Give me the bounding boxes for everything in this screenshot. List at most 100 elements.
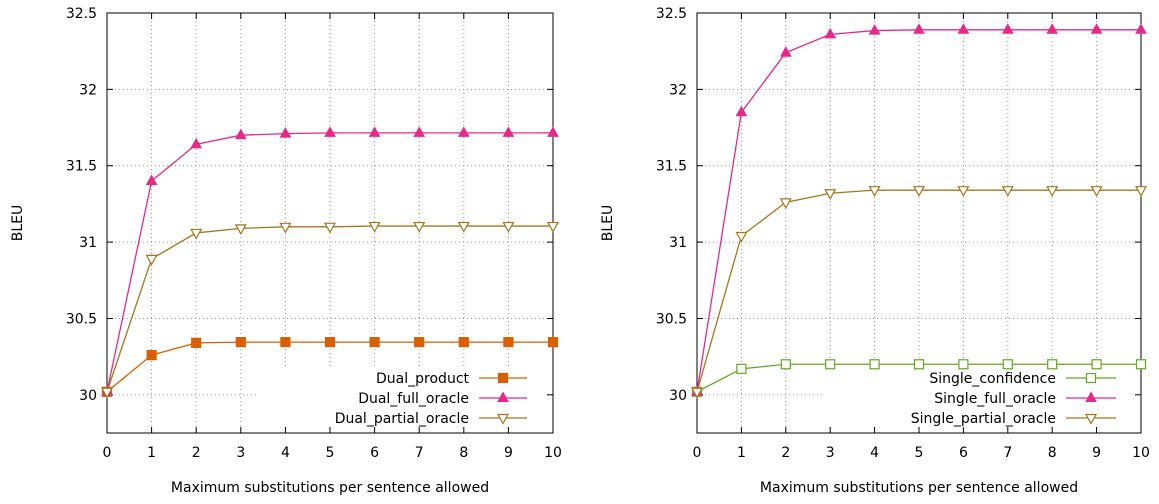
data-point bbox=[368, 221, 381, 233]
series-Single_partial_oracle bbox=[690, 186, 1148, 399]
y-tick-label: 30.5 bbox=[656, 311, 687, 327]
legend-label: Single_full_oracle bbox=[934, 391, 1056, 407]
y-tick-label: 31.5 bbox=[656, 159, 687, 175]
legend-label: Single_partial_oracle bbox=[911, 411, 1056, 427]
data-point bbox=[1135, 23, 1147, 34]
y-tick-label: 32 bbox=[669, 82, 687, 98]
legend-label: Dual_partial_oracle bbox=[335, 411, 469, 427]
data-point bbox=[100, 387, 114, 399]
data-point bbox=[913, 23, 925, 34]
x-axis-label: Maximum substitutions per sentence allow… bbox=[760, 480, 1078, 496]
x-tick-label: 0 bbox=[693, 445, 702, 461]
x-tick-label: 3 bbox=[826, 445, 835, 461]
y-tick-label: 30 bbox=[669, 388, 687, 404]
y-axis-label: BLEU bbox=[600, 205, 616, 242]
data-point bbox=[1047, 359, 1058, 370]
data-point bbox=[546, 221, 560, 233]
data-point bbox=[957, 186, 970, 197]
data-point bbox=[736, 363, 747, 374]
x-tick-label: 6 bbox=[370, 445, 379, 461]
data-point bbox=[868, 186, 881, 197]
data-point bbox=[145, 174, 158, 185]
data-point bbox=[1135, 359, 1147, 370]
plot-frame bbox=[696, 12, 1142, 434]
data-point bbox=[547, 126, 559, 137]
data-point bbox=[457, 221, 470, 233]
data-point bbox=[957, 23, 970, 34]
legend-marker bbox=[1084, 413, 1098, 425]
data-point bbox=[1091, 359, 1102, 370]
data-point bbox=[280, 337, 291, 348]
data-point bbox=[780, 359, 791, 370]
data-point bbox=[413, 221, 426, 233]
legend-label: Dual_product bbox=[376, 371, 469, 387]
data-point bbox=[324, 126, 336, 137]
data-point bbox=[869, 359, 880, 370]
data-point bbox=[824, 189, 837, 200]
y-axis-label: BLEU bbox=[10, 205, 26, 242]
y-tick-label: 30.5 bbox=[66, 311, 97, 327]
x-tick-label: 10 bbox=[1132, 445, 1150, 461]
x-tick-label: 1 bbox=[737, 445, 746, 461]
data-point bbox=[1001, 23, 1014, 34]
legend-marker bbox=[497, 372, 509, 384]
data-point bbox=[825, 359, 836, 370]
data-point bbox=[234, 128, 247, 140]
data-point bbox=[868, 24, 881, 35]
data-point bbox=[1001, 186, 1014, 197]
series-Dual_product bbox=[101, 337, 559, 397]
data-point bbox=[735, 231, 748, 243]
x-tick-label: 1 bbox=[147, 445, 156, 461]
data-point bbox=[324, 337, 336, 348]
data-point bbox=[1002, 359, 1013, 370]
data-point bbox=[779, 46, 792, 57]
data-point bbox=[958, 359, 969, 370]
x-axis-label: Maximum substitutions per sentence allow… bbox=[171, 480, 489, 496]
data-point bbox=[279, 222, 292, 234]
data-point bbox=[190, 137, 203, 149]
data-point bbox=[146, 350, 157, 361]
y-tick-label: 31 bbox=[79, 235, 97, 251]
grid-lines bbox=[107, 13, 553, 433]
y-tick-label: 31.5 bbox=[66, 159, 97, 175]
x-tick-label: 6 bbox=[959, 445, 968, 461]
data-point bbox=[368, 126, 381, 137]
series-line bbox=[106, 225, 553, 392]
data-point bbox=[824, 27, 837, 39]
legend-label: Single_confidence bbox=[929, 371, 1056, 387]
x-tick-label: 0 bbox=[103, 445, 112, 461]
data-point bbox=[547, 337, 559, 348]
x-tick-label: 7 bbox=[415, 445, 424, 461]
x-tick-label: 9 bbox=[1092, 445, 1101, 461]
data-point bbox=[145, 254, 158, 266]
data-point bbox=[369, 337, 380, 348]
x-tick-label: 3 bbox=[236, 445, 245, 461]
x-tick-label: 2 bbox=[781, 445, 790, 461]
data-point bbox=[503, 337, 514, 348]
legend-label: Dual_full_oracle bbox=[358, 391, 469, 407]
y-tick-label: 32.5 bbox=[66, 6, 97, 22]
series-Dual_full_oracle bbox=[101, 126, 559, 396]
data-point bbox=[234, 224, 247, 236]
data-point bbox=[457, 126, 470, 137]
data-point bbox=[912, 186, 926, 197]
y-tick-label: 32.5 bbox=[656, 6, 687, 22]
x-tick-label: 8 bbox=[459, 445, 468, 461]
data-point bbox=[458, 337, 469, 348]
chart-panel-2: 0 1 2 3 4 5 6 7 8 9 10 30 30.5 31 31.5 32 32.5 Maximum su… bbox=[600, 6, 1150, 496]
x-tick-label: 8 bbox=[1048, 445, 1057, 461]
grid-lines bbox=[697, 13, 1141, 433]
data-point bbox=[502, 221, 515, 233]
data-point bbox=[502, 126, 515, 137]
data-point bbox=[1134, 186, 1148, 197]
data-point bbox=[690, 387, 704, 399]
x-tick-label: 5 bbox=[326, 445, 335, 461]
data-point bbox=[414, 337, 425, 348]
data-point bbox=[191, 337, 202, 348]
x-tick-label: 5 bbox=[915, 445, 924, 461]
chart-panel-1: 0 1 2 3 4 5 6 7 8 9 10 30 30.5 31 31.5 32 32.5 Maximum su… bbox=[10, 6, 562, 496]
x-tick-label: 9 bbox=[504, 445, 513, 461]
y-tick-label: 30 bbox=[79, 388, 97, 404]
x-tick-label: 10 bbox=[544, 445, 562, 461]
